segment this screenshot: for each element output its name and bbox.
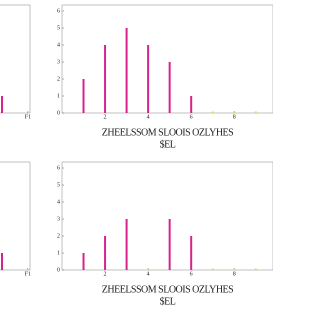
- bar: [104, 236, 107, 270]
- x-tick-label: 6: [190, 271, 193, 277]
- bar: [125, 28, 128, 113]
- bar: [233, 268, 236, 270]
- y-tick-label: 6: [57, 8, 60, 14]
- bar: [1, 96, 4, 113]
- bar: [104, 45, 107, 113]
- x-tick-label: 2: [104, 271, 107, 277]
- chart-subtitle: $EL: [160, 296, 176, 307]
- x-tick-label: F1: [25, 114, 31, 120]
- bar: [233, 111, 236, 113]
- bar: [125, 219, 128, 270]
- bar: [254, 268, 257, 270]
- y-tick-label: 2: [57, 76, 60, 82]
- bar: [82, 253, 85, 270]
- x-tick-label: F1: [25, 271, 31, 277]
- y-tick-label: 2: [57, 233, 60, 239]
- plot-frame: [61, 4, 273, 114]
- x-tick-label: 6: [190, 114, 193, 120]
- x-tick-label: 8: [233, 271, 236, 277]
- bar: [82, 79, 85, 113]
- y-tick-label: 1: [57, 250, 60, 256]
- x-tick-label: 4: [147, 114, 150, 120]
- y-tick-label: 3: [57, 59, 60, 65]
- x-tick-label: 4: [147, 271, 150, 277]
- plot-frame: [0, 4, 31, 114]
- y-tick-label: 1: [57, 93, 60, 99]
- plot-frame: [61, 161, 273, 271]
- bar: [1, 253, 4, 270]
- y-tick-label: 4: [57, 42, 60, 48]
- x-tick-label: 8: [233, 114, 236, 120]
- bar: [168, 219, 171, 270]
- x-tick-label: 2: [104, 114, 107, 120]
- y-tick-label: 6: [57, 165, 60, 171]
- y-tick-label: 3: [57, 216, 60, 222]
- bar: [147, 268, 150, 270]
- bar: [190, 96, 193, 113]
- plot-frame: [0, 161, 31, 271]
- y-tick-label: 5: [57, 25, 60, 31]
- y-tick-label: 0: [57, 110, 60, 116]
- y-tick-label: 4: [57, 199, 60, 205]
- bar: [190, 236, 193, 270]
- bar: [168, 62, 171, 113]
- bar: [254, 111, 257, 113]
- bar: [211, 111, 214, 113]
- y-tick-label: 0: [57, 267, 60, 273]
- chart-subtitle: $EL: [160, 139, 176, 150]
- chart-title: ZHEELSSOM SLOOIS OZLYHES: [102, 284, 233, 295]
- bar: [147, 45, 150, 113]
- y-tick-label: 5: [57, 182, 60, 188]
- bar: [211, 268, 214, 270]
- chart-title: ZHEELSSOM SLOOIS OZLYHES: [102, 127, 233, 138]
